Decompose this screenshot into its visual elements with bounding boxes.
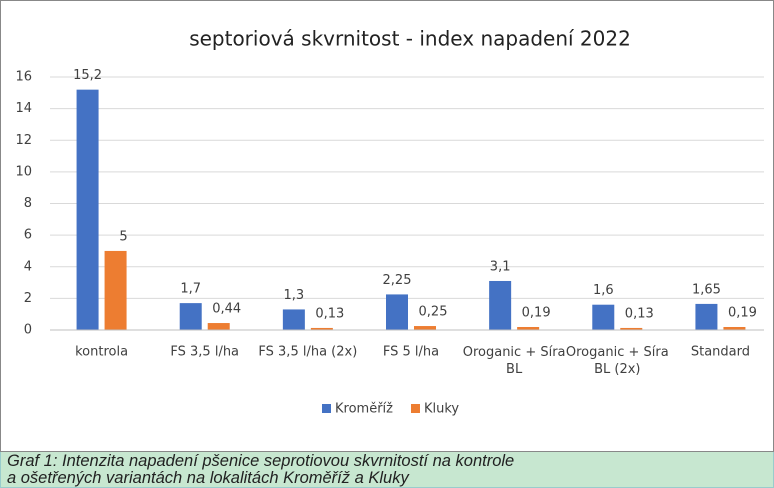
bar: [76, 89, 99, 331]
bar: [592, 304, 615, 330]
data-label: 0,25: [419, 305, 448, 320]
y-tick-label: 12: [15, 133, 32, 148]
y-tick-label: 2: [24, 291, 32, 306]
chart-border: [0, 0, 774, 452]
y-tick-label: 0: [24, 323, 32, 338]
bar: [723, 326, 746, 330]
data-label: 0,44: [212, 302, 241, 317]
data-label: 1,3: [284, 288, 305, 303]
x-tick-label: FS 5 l/ha: [383, 345, 439, 360]
data-label: 1,7: [180, 282, 201, 297]
y-tick-label: 8: [24, 196, 32, 211]
data-label: 1,6: [593, 283, 614, 298]
legend-swatch: [322, 404, 331, 413]
x-tick-label: FS 3,5 l/ha: [170, 345, 239, 360]
chart-title: septoriová skvrnitost - index napadení 2…: [189, 27, 631, 51]
bar: [517, 326, 540, 330]
caption-box: Graf 1: Intenzita napadení pšenice sepro…: [0, 452, 774, 488]
data-label: 15,2: [73, 68, 102, 83]
x-tick-label: Standard: [691, 345, 750, 360]
y-tick-label: 4: [24, 259, 32, 274]
x-tick-label: Oroganic + Síra BL (2x): [566, 345, 669, 377]
legend-swatch: [410, 404, 420, 413]
x-tick-label: kontrola: [75, 345, 128, 360]
y-tick-label: 14: [15, 101, 32, 116]
data-label: 0,19: [728, 305, 757, 320]
data-label: 0,13: [625, 306, 654, 321]
bar: [310, 327, 333, 330]
bar: [207, 323, 230, 330]
legend-label: Kroměříž: [335, 402, 393, 417]
bar: [414, 326, 436, 330]
chart: septoriová skvrnitost - index napadení 2…: [0, 0, 774, 452]
data-label: 0,19: [522, 305, 551, 320]
bar: [489, 280, 512, 330]
data-label: 3,1: [490, 259, 511, 274]
bar: [386, 294, 408, 330]
y-tick-label: 10: [15, 164, 32, 179]
data-label: 0,13: [315, 306, 344, 321]
x-tick-label: Oroganic + Síra BL: [463, 345, 566, 377]
data-label: 5: [119, 229, 127, 244]
data-label: 2,25: [383, 273, 412, 288]
bar: [104, 250, 127, 330]
bar: [620, 327, 643, 330]
bar: [695, 303, 718, 330]
y-tick-label: 16: [15, 70, 32, 85]
bar: [179, 303, 202, 330]
data-label: 1,65: [692, 282, 721, 297]
caption-line: Graf 1: Intenzita napadení pšenice sepro…: [7, 452, 515, 470]
legend-label: Kluky: [424, 402, 459, 417]
y-tick-label: 6: [24, 228, 32, 243]
caption-line: a ošetřených variantách na lokalitách Kr…: [7, 469, 409, 487]
bar: [282, 309, 305, 330]
x-tick-label: FS 3,5 l/ha (2x): [258, 345, 357, 360]
